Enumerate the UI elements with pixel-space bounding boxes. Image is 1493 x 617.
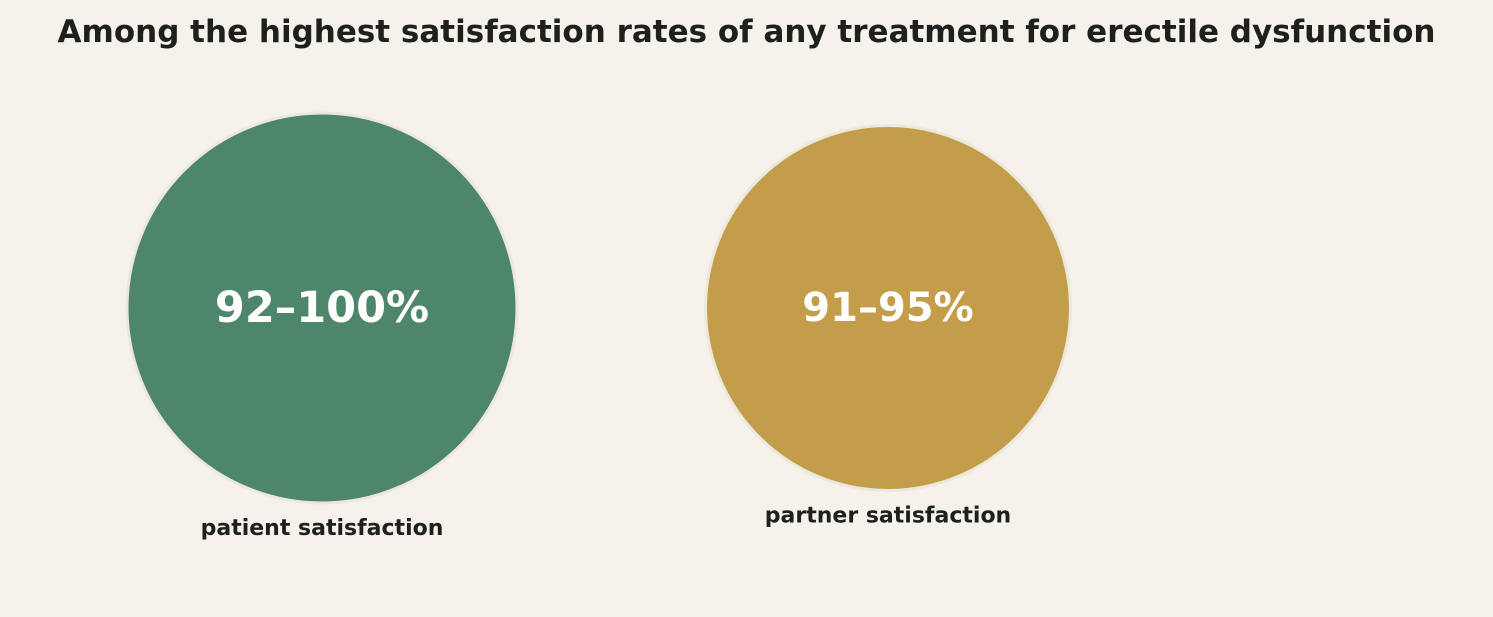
bubble-patient-satisfaction — [125, 111, 519, 505]
bubble-category-label: partner satisfaction — [765, 503, 1011, 528]
bubble-group: 92–100% patient satisfaction 91–95% partner… — [125, 111, 1072, 541]
bubble-value-label: 92–100% — [215, 283, 429, 333]
bubble-partner-satisfaction — [704, 124, 1072, 492]
bubble-category-label: patient satisfaction — [201, 516, 444, 541]
bubble-value-label: 91–95% — [802, 285, 973, 331]
chart-title: Among the highest satisfaction rates of … — [57, 14, 1436, 50]
